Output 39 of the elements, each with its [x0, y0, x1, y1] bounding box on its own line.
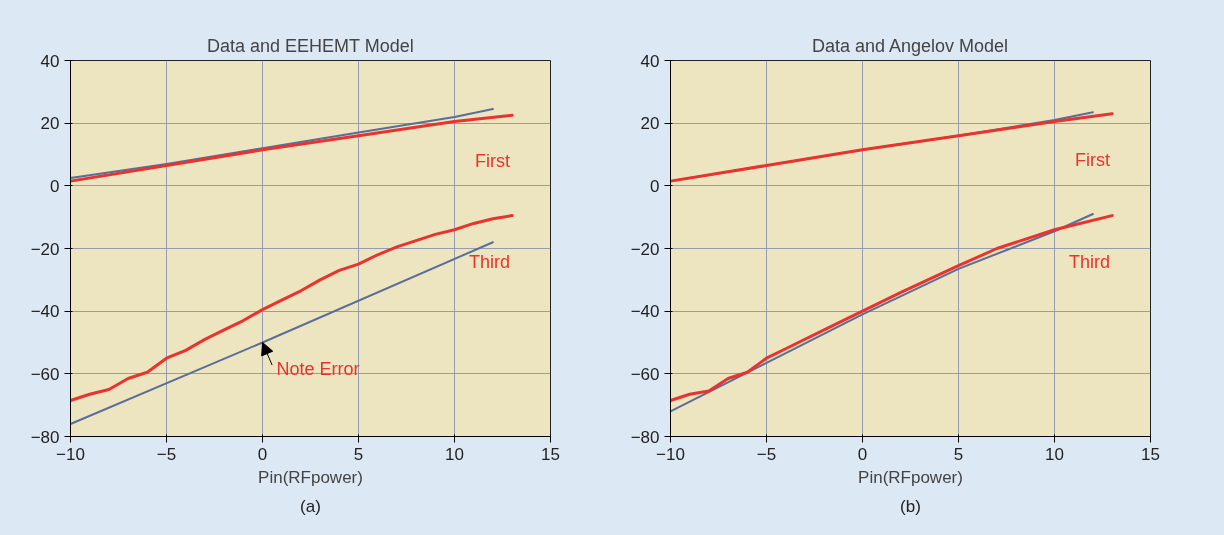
text: (a) [300, 496, 321, 516]
y-tick-label: −60 [630, 364, 660, 384]
y-tick-label: −80 [630, 427, 660, 447]
x-tick-label: 10 [445, 444, 464, 464]
x-axis-title: Pin(RFpower) [258, 467, 363, 487]
x-tick-label: 15 [1141, 444, 1160, 464]
x-tick-label: 5 [953, 444, 964, 464]
line-series [70, 214, 514, 402]
y-tick-label: 40 [40, 51, 60, 71]
y-tick-label: −80 [30, 427, 60, 447]
x-tick-label: 0 [857, 444, 868, 464]
annotation: Note Error [276, 358, 360, 379]
y-tick-label: 0 [50, 176, 60, 196]
y-tick-label: 0 [650, 176, 660, 196]
x-tick-label: 5 [353, 444, 364, 464]
x-tick-label: 15 [541, 444, 560, 464]
x-tick-label: −5 [156, 444, 177, 464]
y-tick-label: −40 [30, 302, 60, 322]
y-tick-label: 20 [40, 114, 60, 134]
annotation: Third [1069, 251, 1111, 272]
y-tick-label: 40 [640, 51, 660, 71]
annotation: Third [469, 251, 511, 272]
y-tick-label: −40 [630, 302, 660, 322]
x-tick-label: −10 [56, 444, 85, 464]
text: (b) [900, 496, 921, 516]
y-tick-label: −20 [30, 239, 60, 259]
x-tick-label: 0 [257, 444, 268, 464]
annotation: First [1075, 149, 1111, 170]
x-tick-label: −10 [656, 444, 685, 464]
y-tick-label: −20 [630, 239, 660, 259]
x-tick-label: −5 [756, 444, 777, 464]
line-series [70, 113, 514, 183]
annotation: First [475, 151, 511, 172]
chart-title: Data and Angelov Model [811, 35, 1009, 56]
y-tick-label: 20 [640, 114, 660, 134]
y-tick-label: −60 [30, 364, 60, 384]
x-tick-label: 10 [1045, 444, 1064, 464]
chart-title: Data and EEHEMT Model [206, 35, 414, 56]
x-axis-title: Pin(RFpower) [858, 467, 963, 487]
